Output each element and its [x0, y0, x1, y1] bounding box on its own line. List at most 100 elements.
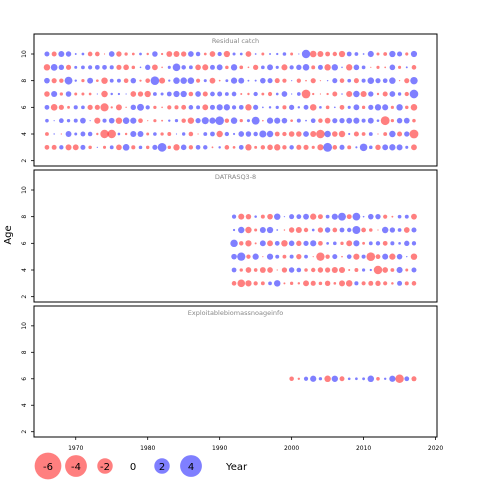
bubble — [218, 79, 221, 82]
y-tick-label: 4 — [21, 403, 28, 407]
bubble — [275, 254, 280, 259]
bubble — [403, 117, 410, 124]
bubble — [396, 253, 403, 260]
bubble — [405, 105, 409, 110]
bubble — [381, 226, 389, 234]
bubble — [390, 268, 395, 272]
bubble — [283, 229, 286, 231]
bubble — [224, 131, 230, 137]
bubble — [261, 106, 264, 109]
bubble — [223, 50, 231, 58]
bubble — [59, 145, 64, 150]
bubble — [43, 64, 51, 71]
bubble — [297, 106, 301, 109]
bubble — [203, 52, 207, 56]
bubble — [316, 252, 325, 261]
bubble — [268, 281, 272, 286]
bubble — [304, 254, 308, 259]
bubble — [187, 77, 195, 84]
bubble — [137, 103, 144, 111]
bubble — [152, 144, 158, 150]
bubble — [405, 268, 409, 272]
bubble — [296, 78, 301, 83]
bubble — [254, 79, 257, 82]
bubble — [333, 281, 337, 285]
bubble — [389, 91, 396, 97]
bubble — [331, 64, 339, 71]
y-tick-label: 6 — [21, 377, 28, 381]
bubble — [409, 89, 419, 99]
bubble — [319, 105, 322, 109]
bubble — [403, 227, 410, 233]
bubble — [181, 132, 186, 136]
y-tick-label: 6 — [21, 105, 28, 109]
bubble — [324, 117, 331, 124]
legend: -6 -4 -2 0 2 4 Year — [34, 452, 248, 480]
bubble — [332, 51, 338, 57]
bubble — [354, 52, 359, 56]
bubble — [324, 375, 331, 383]
bubble — [332, 118, 338, 124]
bubble — [324, 280, 331, 287]
bubble — [181, 104, 187, 110]
bubble — [404, 214, 409, 219]
bubble — [290, 52, 294, 56]
bubble — [259, 227, 266, 233]
bubble — [80, 131, 86, 137]
bubble — [374, 104, 382, 111]
bubble — [252, 253, 259, 260]
bubble — [346, 240, 353, 247]
bubble — [339, 104, 345, 110]
bubble — [380, 116, 390, 126]
bubble — [138, 118, 143, 123]
bubble — [67, 105, 70, 109]
bubble — [375, 78, 381, 84]
bubble — [338, 130, 346, 138]
bubble — [369, 268, 372, 272]
bubble — [346, 254, 352, 259]
bubble — [253, 131, 258, 137]
bubble — [397, 92, 402, 96]
bubble — [116, 51, 122, 57]
bubble — [361, 227, 366, 233]
bubble — [282, 105, 287, 110]
bubble — [283, 282, 286, 285]
bubble — [267, 240, 273, 247]
bubble — [376, 52, 380, 56]
bubble — [188, 51, 194, 57]
bubble — [173, 90, 180, 98]
bubble — [109, 78, 114, 83]
bubble — [410, 253, 418, 260]
bubble — [398, 80, 401, 82]
bubble — [89, 120, 91, 122]
bubble — [231, 281, 237, 286]
bubble — [326, 79, 329, 82]
bubble — [202, 104, 209, 111]
bubble — [87, 104, 93, 110]
bubble — [202, 64, 209, 71]
bubble — [74, 65, 78, 69]
bubble — [338, 212, 346, 221]
bubble — [259, 267, 266, 273]
bubble — [180, 90, 187, 98]
bubble — [167, 105, 172, 110]
bubble — [188, 131, 194, 137]
bubble — [254, 145, 258, 149]
bubble — [246, 254, 251, 259]
bubble — [96, 132, 99, 136]
bubble — [309, 104, 317, 111]
bubble — [282, 254, 287, 259]
bubble — [281, 91, 288, 97]
bubble — [405, 66, 408, 69]
bubble — [281, 267, 288, 273]
bubble — [116, 144, 122, 151]
bubble — [60, 133, 63, 135]
bubble — [298, 53, 300, 55]
y-axis-label: Age — [3, 225, 14, 244]
bubble — [152, 51, 158, 57]
bubble — [289, 145, 294, 150]
bubble — [353, 64, 360, 71]
bubble — [318, 281, 323, 286]
bubble — [295, 226, 302, 234]
